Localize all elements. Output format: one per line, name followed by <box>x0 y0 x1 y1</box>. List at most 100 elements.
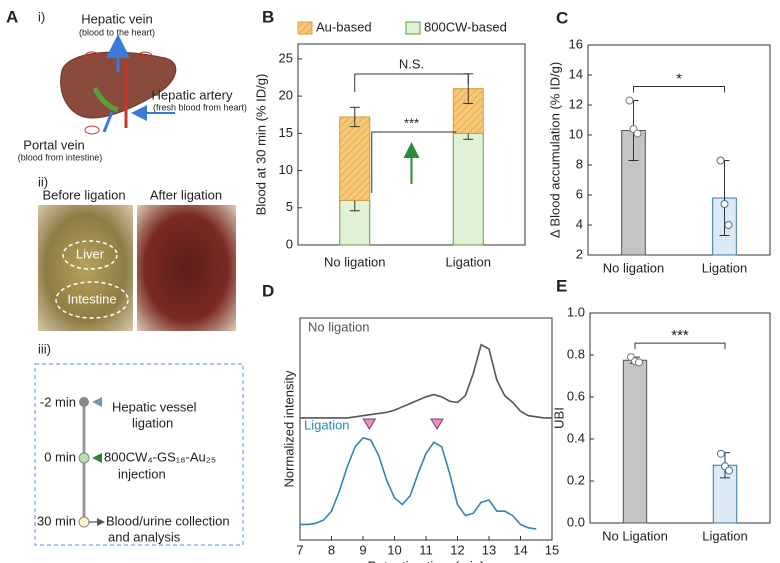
panel-letter: B <box>262 7 274 26</box>
time-point <box>78 452 90 464</box>
plot-frame <box>589 312 771 524</box>
x-tick-label: 12 <box>450 542 464 557</box>
y-tick-label: 15 <box>279 125 293 140</box>
series-label: No ligation <box>308 319 369 334</box>
series-label: Ligation <box>304 417 350 432</box>
annotation: N.S. <box>399 56 424 71</box>
bracket <box>634 342 726 350</box>
bar <box>622 359 648 524</box>
y-tick-label: 10 <box>279 162 293 177</box>
label: Before ligation <box>42 187 125 202</box>
legend-swatch <box>297 21 313 35</box>
legend-label: Au-based <box>316 19 372 34</box>
y-tick-label: 5 <box>286 199 293 214</box>
clamp <box>137 51 153 61</box>
outline <box>55 281 129 319</box>
x-tick-label: 7 <box>296 542 303 557</box>
panel-letter: D <box>262 281 274 300</box>
line <box>300 436 537 530</box>
x-tick-label: Ligation <box>445 254 491 269</box>
x-tick-label: 15 <box>545 542 559 557</box>
panel-letter: E <box>556 276 567 295</box>
bracket <box>354 73 469 92</box>
note: (fresh blood from heart) <box>153 102 247 112</box>
note: (blood to the heart) <box>79 27 155 37</box>
panel-a: A i) Hepatic vein (blood to the heart) H… <box>6 7 247 546</box>
clamp <box>84 125 100 135</box>
step: ligation <box>132 415 173 430</box>
label: Hepatic vein <box>81 11 153 26</box>
label: Hepatic artery <box>152 87 233 102</box>
y-tick-label: 8 <box>576 156 583 171</box>
x-tick-label: 10 <box>387 542 401 557</box>
x-tick-label: Ligation <box>702 528 748 543</box>
photo <box>38 205 133 331</box>
pointer <box>92 453 102 463</box>
part-label: i) <box>38 9 45 24</box>
step: and analysis <box>108 529 181 544</box>
label: Liver <box>76 246 105 261</box>
y-tick-label: 20 <box>279 88 293 103</box>
data-point <box>717 449 725 458</box>
protocol-box <box>34 363 244 546</box>
y-tick-label: 0.8 <box>567 346 585 361</box>
x-axis-label: Retention time (min) <box>367 558 484 563</box>
bar-segment <box>452 132 484 246</box>
gallbladder <box>92 86 119 113</box>
y-tick-label: 12 <box>569 96 583 111</box>
time: 0 min <box>44 449 76 464</box>
part-label: ii) <box>38 174 48 189</box>
x-tick-label: 11 <box>419 542 433 557</box>
x-tick-label: 13 <box>482 542 496 557</box>
time: 30 min <box>37 513 76 528</box>
vessel <box>102 111 114 133</box>
part-label: iii) <box>38 341 51 356</box>
bar-segment <box>339 116 371 201</box>
y-axis-label: Blood at 30 min (% ID/g) <box>253 74 268 216</box>
y-tick-label: 10 <box>569 126 583 141</box>
data-point <box>635 358 643 367</box>
data-point <box>725 466 733 475</box>
label: Intestine <box>67 291 116 306</box>
time-point <box>78 516 90 528</box>
x-tick-label: 9 <box>359 542 366 557</box>
panel-letter: A <box>6 7 18 26</box>
x-tick-label: 8 <box>328 542 335 557</box>
y-tick-label: 4 <box>576 216 583 231</box>
step: injection <box>118 466 166 481</box>
x-tick-label: No ligation <box>324 254 385 269</box>
peak-marker <box>362 418 377 430</box>
data-point <box>724 221 733 229</box>
y-axis-label: UBI <box>551 407 566 429</box>
time-point <box>79 397 89 407</box>
peak-marker <box>430 418 444 430</box>
data-point <box>625 96 634 105</box>
y-tick-label: 14 <box>569 66 583 81</box>
y-tick-label: 0 <box>286 236 293 251</box>
annotation: * <box>676 70 682 87</box>
step: Blood/urine collection <box>106 513 230 528</box>
y-axis-label: Normalized intensity <box>281 370 296 488</box>
x-tick-label: No Ligation <box>602 528 668 543</box>
annotation: *** <box>671 327 689 344</box>
y-tick-label: 0.0 <box>567 514 585 529</box>
bracket <box>633 86 725 93</box>
data-point <box>633 129 642 138</box>
data-point <box>720 200 729 208</box>
clamp <box>84 51 100 61</box>
x-tick-label: No ligation <box>603 260 664 275</box>
y-tick-label: 2 <box>576 246 583 261</box>
x-tick-label: 14 <box>513 542 527 557</box>
y-tick-label: 1.0 <box>567 304 585 319</box>
data-point <box>716 156 725 165</box>
annotation: *** <box>404 115 419 130</box>
label: After ligation <box>150 187 222 202</box>
pointer <box>92 397 102 407</box>
y-tick-label: 16 <box>569 36 583 51</box>
y-axis-label: Δ Blood accumulation (% ID/g) <box>547 62 562 238</box>
x-tick-label: Ligation <box>702 260 748 275</box>
y-tick-label: 0.6 <box>567 388 585 403</box>
legend-swatch <box>405 21 421 35</box>
panel-letter: C <box>556 8 568 27</box>
